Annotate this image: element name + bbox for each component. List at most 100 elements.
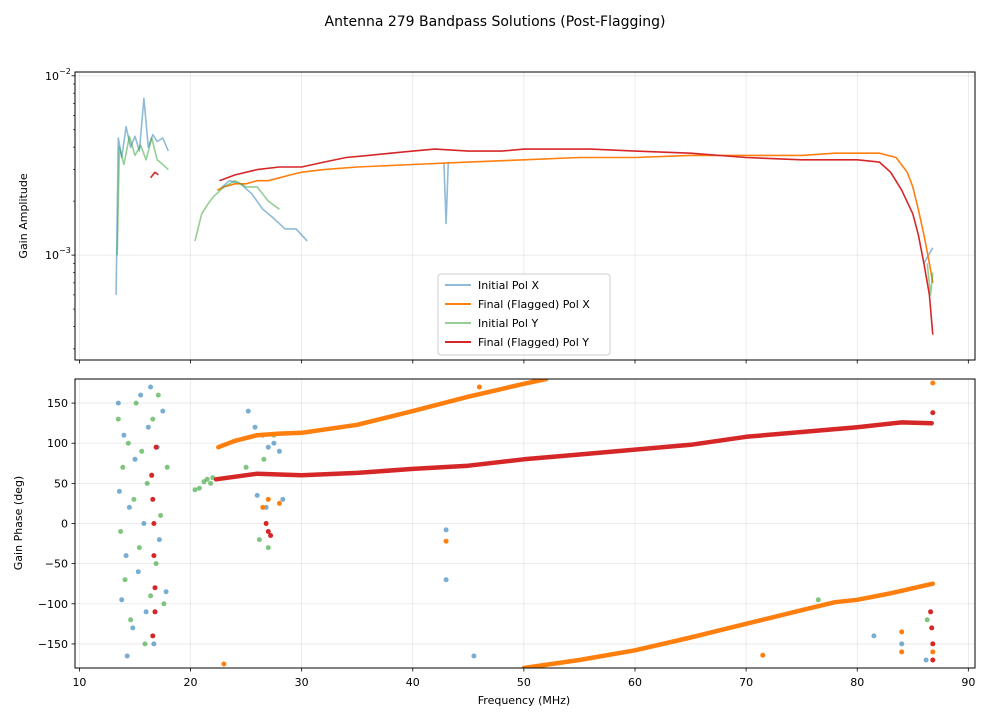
phase-point-final-flagged-pol-y [929, 625, 935, 631]
phase-point-initial-pol-y [815, 597, 821, 603]
phase-point-initial-pol-y [118, 529, 124, 534]
phase-point-final-flagged-pol-x [443, 538, 449, 544]
phase-point-final-flagged-pol-y [930, 410, 936, 416]
phase-point-initial-pol-y [208, 480, 214, 486]
phase-xtick-label: 50 [517, 676, 531, 689]
phase-point-initial-pol-x [156, 537, 162, 543]
phase-point-initial-pol-x [135, 569, 141, 575]
phase-point-initial-pol-y [122, 577, 128, 583]
phase-point-final-flagged-pol-x [760, 652, 766, 658]
amplitude-line-initial-pol-y [194, 179, 280, 242]
amplitude-line-initial-pol-x [115, 97, 170, 295]
amplitude-ytick-exponent: −2 [59, 67, 71, 76]
amplitude-ylabel: Gain Amplitude [17, 173, 30, 258]
phase-point-initial-pol-y [261, 456, 267, 462]
phase-point-initial-pol-x [471, 653, 477, 659]
phase-point-initial-pol-y [164, 464, 170, 470]
amplitude-ytick-label: 10−2 [45, 67, 71, 83]
phase-point-final-flagged-pol-y [153, 444, 159, 450]
phase-point-initial-pol-x [143, 609, 149, 615]
legend-label-initial-x: Initial Pol X [478, 279, 539, 292]
phase-point-final-flagged-pol-x [260, 504, 266, 510]
phase-point-initial-pol-x [132, 456, 138, 462]
phase-point-initial-pol-y [196, 485, 202, 491]
phase-point-initial-pol-x [899, 641, 905, 647]
amplitude-gridlines [75, 72, 975, 360]
phase-point-final-flagged-pol-y [151, 553, 157, 559]
phase-point-initial-pol-y [144, 480, 150, 486]
phase-point-final-flagged-pol-y [150, 496, 156, 502]
amplitude-panel: 10−3 10−2 Gain Amplitude Initial Pol X Fi… [17, 67, 976, 364]
phase-point-final-flagged-pol-y [149, 472, 155, 478]
phase-point-final-flagged-pol-x [265, 496, 271, 502]
phase-point-initial-pol-x [280, 496, 286, 502]
phase-point-final-flagged-pol-y [928, 609, 934, 615]
phase-point-initial-pol-y [133, 400, 139, 406]
phase-point-initial-pol-y [125, 440, 131, 446]
phase-point-final-flagged-pol-x [899, 629, 905, 635]
phase-point-initial-pol-x [443, 527, 449, 533]
phase-point-initial-pol-x [116, 488, 122, 494]
phase-point-initial-pol-x [160, 408, 166, 414]
phase-point-initial-pol-x [443, 577, 449, 583]
phase-xlabel: Frequency (MHz) [478, 694, 570, 707]
phase-point-initial-pol-y [265, 545, 271, 551]
phase-point-initial-pol-y [115, 416, 121, 422]
amplitude-ytick-label: 10−3 [45, 246, 71, 262]
phase-ytick-label: 150 [47, 397, 68, 410]
phase-point-initial-pol-x [115, 400, 121, 406]
phase-point-initial-pol-y [150, 416, 156, 422]
phase-point-initial-pol-y [924, 617, 930, 623]
phase-ytick-label: −150 [38, 638, 68, 651]
phase-point-final-flagged-pol-x [930, 649, 936, 655]
phase-ytick-label: 50 [54, 477, 68, 490]
phase-point-initial-pol-y [204, 476, 210, 482]
phase-point-final-flagged-pol-x [930, 380, 936, 386]
phase-point-initial-pol-x [138, 392, 144, 398]
phase-point-final-flagged-pol-x [221, 661, 227, 667]
phase-point-initial-pol-x [145, 424, 151, 430]
amplitude-line-initial-pol-y [116, 135, 169, 256]
phase-point-initial-pol-x [245, 408, 251, 414]
phase-point-initial-pol-y [161, 601, 167, 607]
phase-point-initial-pol-y [136, 545, 142, 551]
phase-point-initial-pol-y [155, 392, 161, 398]
phase-point-initial-pol-x [923, 657, 929, 663]
phase-track-final-flagged-pol-x [216, 379, 549, 450]
phase-point-initial-pol-x [254, 492, 260, 498]
phase-point-initial-pol-x [119, 597, 125, 603]
amplitude-line-final-flagged-pol-x [216, 152, 934, 284]
phase-xtick-label: 40 [406, 676, 420, 689]
phase-xtick-label: 90 [961, 676, 975, 689]
phase-point-initial-pol-x [121, 432, 127, 438]
amplitude-ytick-exponent: −3 [59, 246, 71, 255]
phase-point-final-flagged-pol-y [150, 633, 156, 639]
phase-point-initial-pol-x [151, 641, 157, 647]
phase-xtick-label: 70 [739, 676, 753, 689]
phase-point-final-flagged-pol-y [930, 641, 936, 647]
phase-point-initial-pol-x [124, 653, 130, 659]
phase-point-initial-pol-x [126, 504, 132, 510]
figure-title: Antenna 279 Bandpass Solutions (Post-Fla… [325, 14, 666, 30]
amplitude-line-final-flagged-pol-y [219, 148, 934, 335]
amplitude-line-initial-pol-y [926, 263, 934, 296]
phase-point-initial-pol-y [256, 537, 262, 543]
phase-point-final-flagged-pol-x [276, 500, 282, 506]
phase-ytick-label: −100 [38, 598, 68, 611]
phase-point-initial-pol-x [871, 633, 877, 639]
amplitude-axes-frame [74, 71, 976, 361]
phase-point-final-flagged-pol-y [152, 585, 158, 591]
phase-xtick-label: 10 [72, 676, 86, 689]
phase-point-final-flagged-pol-y [263, 521, 269, 526]
phase-xtick-label: 80 [850, 676, 864, 689]
legend-label-initial-y: Initial Pol Y [478, 317, 538, 330]
phase-xtick-label: 60 [628, 676, 642, 689]
phase-point-initial-pol-y [139, 448, 145, 454]
phase-point-initial-pol-y [243, 464, 249, 470]
phase-point-initial-pol-x [130, 625, 136, 631]
phase-point-final-flagged-pol-y [152, 609, 158, 615]
phase-point-initial-pol-y [192, 487, 198, 493]
phase-track-final-flagged-pol-x [521, 581, 936, 668]
phase-point-initial-pol-y [131, 496, 137, 502]
